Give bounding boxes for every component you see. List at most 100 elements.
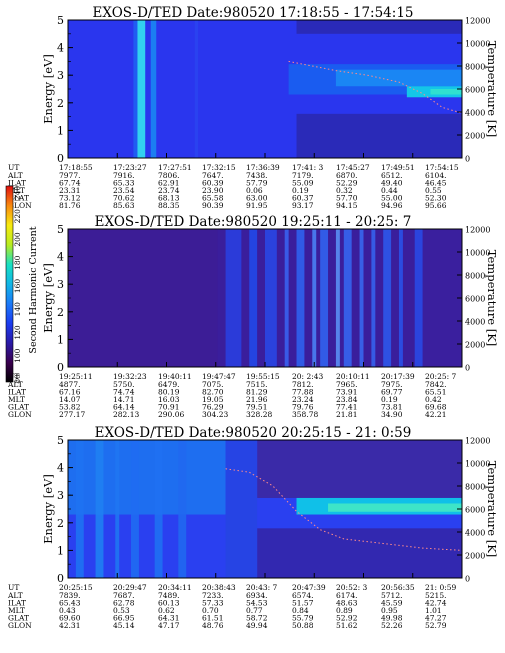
row-label: UT [8,583,19,592]
table-cell: 20:56:35 [381,583,415,592]
heatmap-stripe [343,229,352,367]
panel-2: EXOS-D/TED Date:980520 19:25:11 - 20:25:… [7,214,499,419]
y2-tick-label: 8000 [465,63,485,72]
y-tick-label: 3 [57,278,64,291]
y-tick-label: 0 [57,361,64,374]
heatmap-stripe [225,229,242,367]
table-cell: 20:38:43 [202,583,236,592]
y2-tick-label: 10000 [465,40,490,49]
y-tick-label: 5 [57,14,64,27]
y2-axis-label: Temperature [K] [485,41,499,138]
heatmap-region [257,440,462,498]
y2-tick-label: 0 [465,575,470,584]
table-cell: 6479. [158,380,179,389]
table-cell: 69.68 [425,403,447,412]
table-cell: 19:55:15 [246,372,280,381]
table-cell: 0.32 [336,186,353,195]
y2-tick-label: 10000 [465,249,490,258]
table-cell: 76.29 [202,403,224,412]
table-cell: 47.17 [158,621,180,630]
table-cell: 0.53 [113,606,130,615]
colorbar-tick-label: 140 [13,302,22,317]
table-cell: 64.14 [113,403,135,412]
table-cell: 73.81 [381,403,402,412]
table-cell: 304.23 [202,410,228,419]
table-cell: 17:45:27 [336,163,370,172]
y2-axis-label: Temperature [K] [485,461,499,558]
y-tick-label: 4 [57,251,64,264]
y2-tick-label: 12000 [465,17,490,26]
y2-tick-label: 2000 [465,341,485,350]
table-cell: 61.51 [202,614,223,623]
table-cell: 7839. [59,591,80,600]
table-cell: 6174. [336,591,357,600]
table-cell: 17:32:15 [202,163,236,172]
ephemeris-table: UTALTILATMLTGLATGLON17:18:557977.67.7423… [7,163,459,210]
colorbar-tick-label: 100 [13,348,22,363]
y2-tick-label: 12000 [465,226,490,235]
heatmap-stripe [95,440,104,578]
y2-tick-label: 8000 [465,483,485,492]
y-tick-label: 5 [57,223,64,236]
y-tick-label: 4 [57,462,64,475]
table-cell: 20:47:39 [292,583,326,592]
heatmap-stripe [115,440,120,578]
colorbar-scale [5,185,14,383]
table-cell: 16.03 [158,395,180,404]
table-cell: 82.70 [202,388,224,397]
heatmap-region [68,229,218,367]
row-label: ILAT [8,179,26,188]
table-cell: 23.84 [336,395,358,404]
table-cell: 277.17 [59,410,85,419]
heatmap-stripe [284,229,289,367]
y2-tick-label: 6000 [465,295,485,304]
table-cell: 55.00 [381,194,403,203]
y2-tick-label: 0 [465,364,470,373]
table-cell: 77.41 [336,403,357,412]
ephemeris-table: UTALTILATMLTGLATGLON19:25:114877.67.1614… [7,372,457,419]
table-cell: 17:41: 3 [292,163,324,172]
y-tick-label: 5 [57,434,64,447]
table-cell: 57.33 [202,599,224,608]
table-cell: 14.71 [113,395,134,404]
table-cell: 57.70 [336,194,358,203]
heatmap-region [296,113,462,158]
y-tick-label: 3 [57,69,64,82]
table-cell: 60.37 [292,194,314,203]
temperature-trace [225,468,463,551]
table-cell: 23.24 [292,395,314,404]
table-cell: 64.31 [158,614,179,623]
y-tick-label: 4 [57,42,64,55]
table-cell: 63.00 [246,194,268,203]
table-cell: 20: 2:43 [292,372,324,381]
y2-tick-label: 4000 [465,109,485,118]
y-tick-label: 1 [57,544,64,557]
table-cell: 68.13 [158,194,180,203]
table-cell: 81.29 [246,388,268,397]
y-tick-label: 3 [57,489,64,502]
table-cell: 0.19 [381,395,398,404]
table-cell: 7489. [158,591,179,600]
table-cell: 52.29 [336,179,358,188]
table-cell: 20:17:39 [381,372,415,381]
table-cell: 91.95 [246,201,268,210]
table-cell: 62.78 [113,599,135,608]
table-cell: 54.53 [246,599,268,608]
heatmap-stripe [178,440,187,578]
heatmap-stripe [150,20,157,158]
table-cell: 49.98 [381,614,403,623]
y-axis-label: Energy [eV] [41,263,55,333]
table-cell: 42.31 [59,621,80,630]
table-cell: 17:49:51 [381,163,415,172]
y2-axis-label: Temperature [K] [485,250,499,347]
heatmap-stripe [133,20,138,158]
table-cell: 6574. [292,591,313,600]
y2-tick-label: 4000 [465,318,485,327]
table-cell: 70.91 [158,403,179,412]
table-cell: 0.42 [425,395,442,404]
table-cell: 0.19 [292,186,309,195]
table-cell: 6512. [381,171,402,180]
table-cell: 7916. [113,171,134,180]
table-cell: 23.74 [158,186,180,195]
